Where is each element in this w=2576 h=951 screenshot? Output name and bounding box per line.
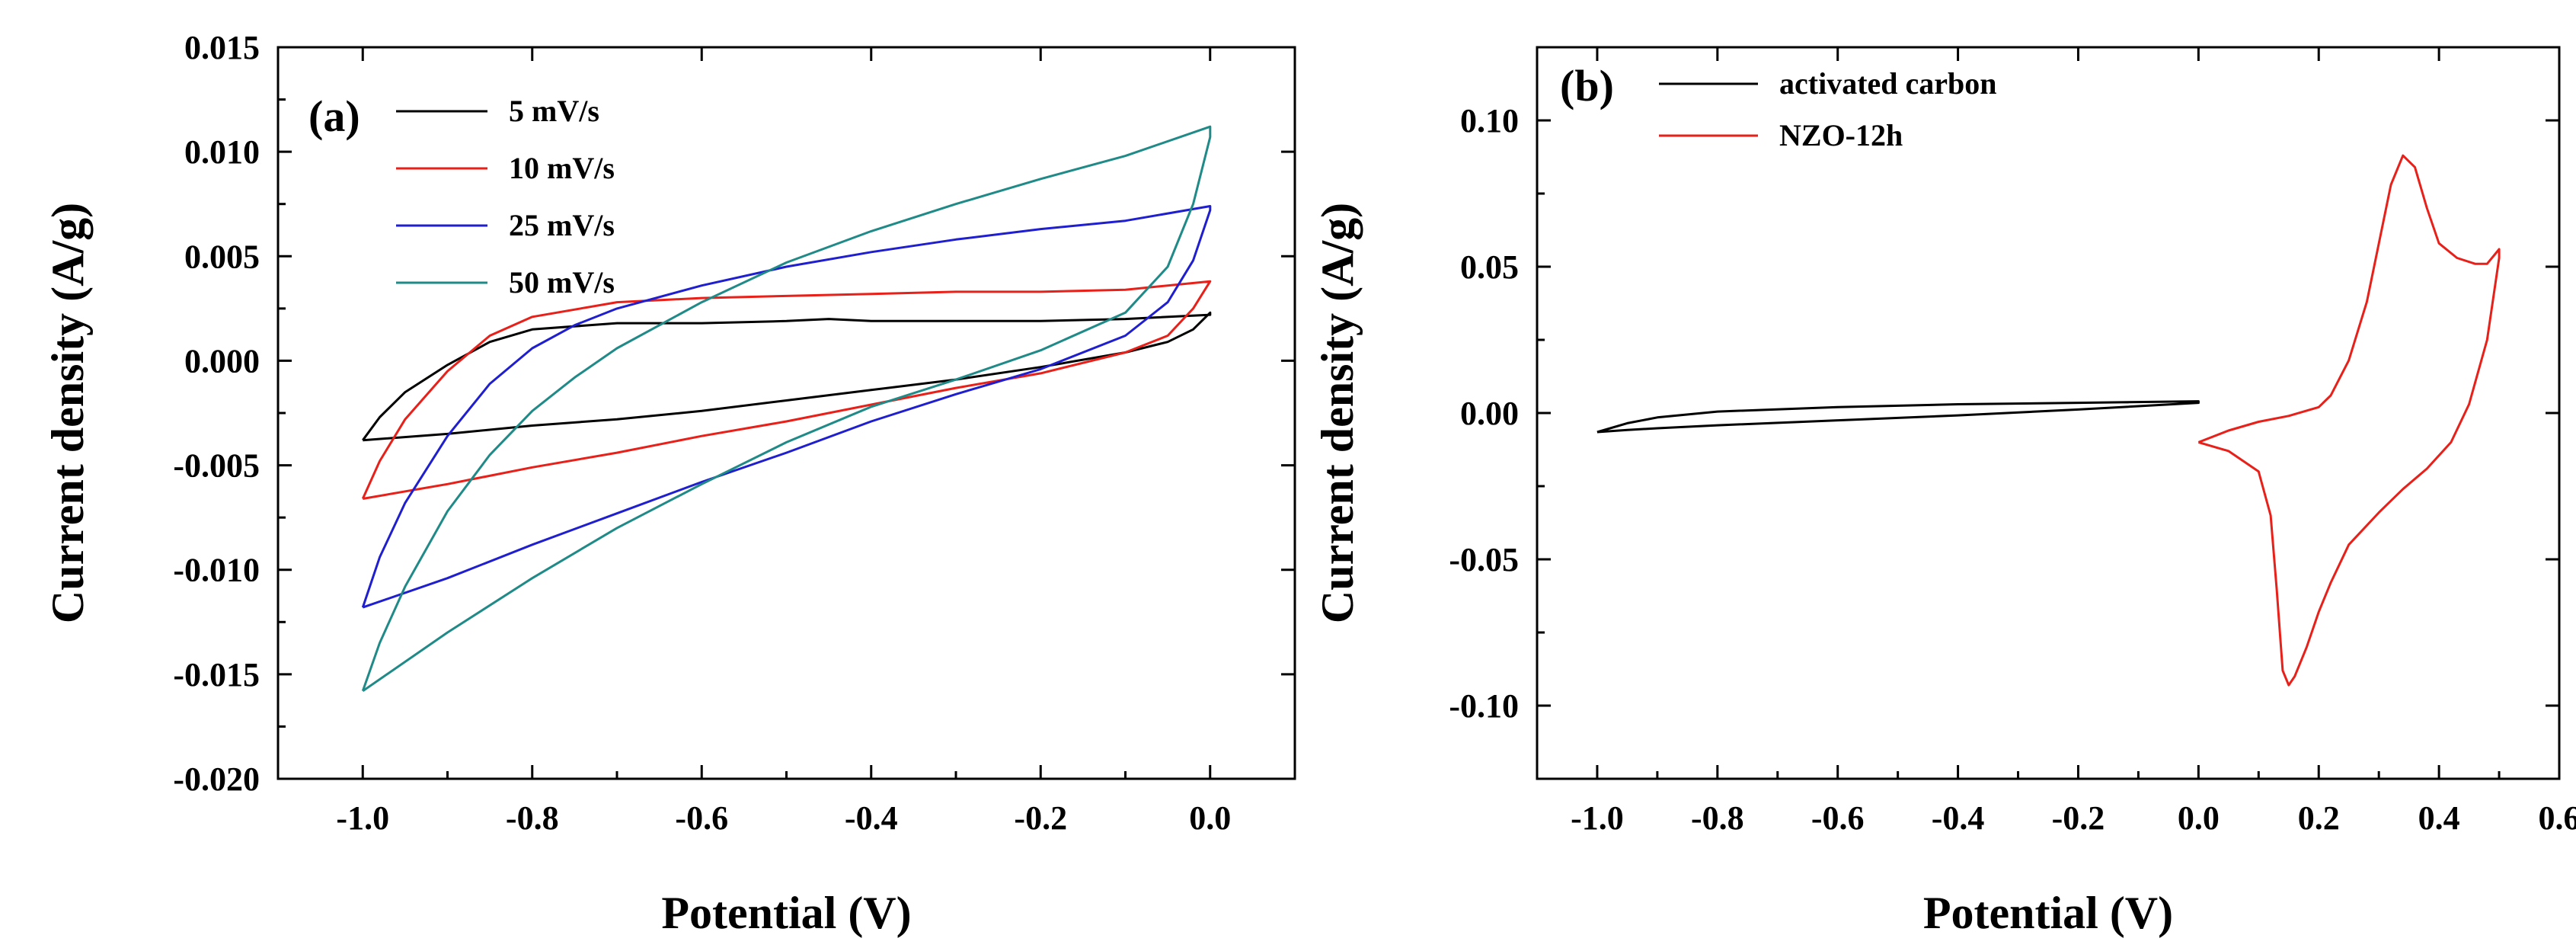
x-tick-label: -0.2: [2052, 799, 2105, 837]
y-tick-label: 0.00: [1460, 395, 1519, 432]
panel-a-tick-labels: -1.0 -0.8 -0.6 -0.4 -0.2 0.0 -0.020 -0.015 -0.01…: [173, 29, 1231, 837]
y-tick-label: 0.000: [184, 342, 260, 379]
series-line-1: [362, 311, 1212, 442]
x-tick-label: 0.6: [2539, 799, 2576, 837]
y-tick-label: 0.005: [184, 238, 260, 275]
x-tick-label: -0.8: [1691, 799, 1744, 837]
legend-label-4: 50 mV/s: [509, 265, 615, 299]
y-tick-label: -0.020: [173, 760, 260, 798]
y-tick-label: 0.015: [184, 29, 260, 66]
y-tick-label: -0.10: [1449, 687, 1519, 725]
y-tick-label: 0.010: [184, 133, 260, 171]
panel-b-curves: [1596, 154, 2501, 687]
legend-label-2: 10 mV/s: [509, 151, 615, 185]
panel-b-y-axis-title: Current density (A/g): [1312, 203, 1363, 623]
y-tick-label: 0.05: [1460, 248, 1519, 286]
panel-a-plot-frame: [276, 46, 1296, 780]
legend-label-1: 5 mV/s: [509, 94, 599, 128]
x-tick-label: 0.0: [2178, 799, 2220, 837]
panel-a-x-axis-title: Potential (V): [661, 888, 911, 938]
x-tick-label: -1.0: [336, 799, 389, 837]
series-line-2: [361, 280, 1212, 500]
y-tick-label: 0.10: [1460, 102, 1519, 139]
series-line-1: [1596, 400, 2200, 434]
legend-label-2: NZO-12h: [1779, 118, 1903, 152]
x-tick-label: -0.6: [675, 799, 728, 837]
x-tick-label: 0.0: [1189, 799, 1231, 837]
panel-a-legend: 5 mV/s 10 mV/s 25 mV/s 50 mV/s: [396, 94, 615, 299]
panel-a-y-axis-title: Current density (A/g): [43, 203, 93, 623]
x-tick-label: -0.6: [1811, 799, 1865, 837]
x-tick-label: -0.4: [1932, 799, 1985, 837]
y-tick-label: -0.010: [173, 552, 260, 589]
legend-label-3: 25 mV/s: [509, 208, 615, 242]
x-tick-label: -0.8: [506, 799, 559, 837]
panel-a-ticks: [278, 46, 1295, 780]
x-tick-label: -0.2: [1014, 799, 1067, 837]
panel-b-tick-labels: -1.0 -0.8 -0.6 -0.4 -0.2 0.0 0.2 0.4 0.6 -0.10 -0.…: [1449, 102, 2576, 837]
panel-a-curves: [361, 125, 1212, 693]
x-tick-label: 0.2: [2298, 799, 2340, 837]
series-line-4: [361, 125, 1212, 693]
x-tick-label: -1.0: [1571, 799, 1624, 837]
x-tick-label: -0.4: [845, 799, 898, 837]
y-tick-label: -0.015: [173, 656, 260, 693]
panel-b-ticks: [1537, 47, 2561, 779]
legend-label-1: activated carbon: [1779, 66, 1997, 101]
y-tick-label: -0.05: [1449, 541, 1519, 578]
series-line-2: [2197, 154, 2501, 687]
x-tick-label: 0.4: [2418, 799, 2460, 837]
panel-b-legend: activated carbon NZO-12h: [1659, 66, 1997, 152]
panel-b-x-axis-title: Potential (V): [1923, 888, 2173, 938]
y-tick-label: -0.005: [173, 447, 260, 485]
panel-a: -1.0 -0.8 -0.6 -0.4 -0.2 0.0 -0.020 -0.015 -0.01…: [43, 29, 1296, 938]
panel-b-label: (b): [1560, 61, 1614, 110]
panel-b: -1.0 -0.8 -0.6 -0.4 -0.2 0.0 0.2 0.4 0.6 -0.10 -0.…: [1312, 46, 2576, 938]
series-line-3: [361, 205, 1212, 609]
panel-a-label: (a): [308, 91, 360, 141]
